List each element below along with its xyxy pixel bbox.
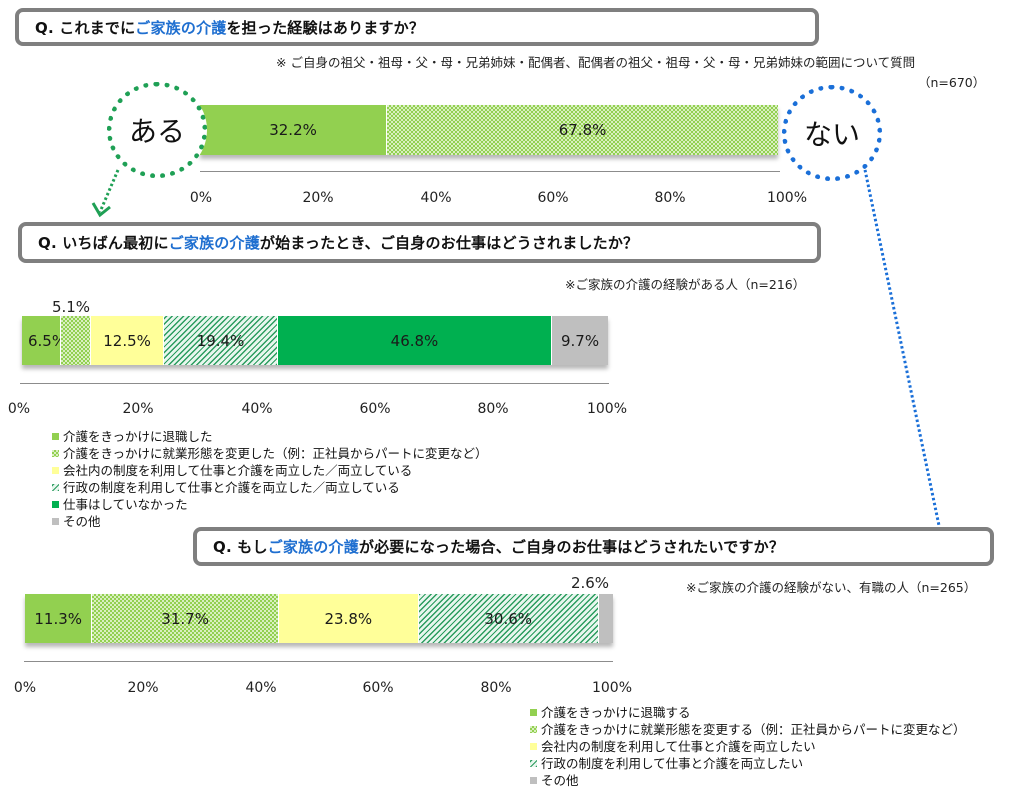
q3-title-box: Q. もし ご家族の介護 が必要になった場合、ご自身のお仕事はどうされたいですか？ [193,527,994,566]
q2-title-box: Q. いちばん最初に ご家族の介護 が始まったとき、ご自身のお仕事はどうされましたか… [18,222,821,263]
q2-legend-item: 介護をきっかけに退職した [52,428,488,445]
q1-scope-note: ※ ご自身の祖父・祖母・父・母・兄弟姉妹・配偶者、配偶者の祖父・祖母・父・母・兄… [276,55,916,70]
q1-title-suffix: を担った経験はありますか？ [226,18,425,37]
legend-label: 行政の制度を利用して仕事と介護を両立したい [541,756,804,771]
q2-label-5-1: 5.1% [51,298,91,316]
q2-legend-item: 介護をきっかけに就業形態を変更した（例：正社員からパートに変更など） [52,445,488,462]
legend-label: 会社内の制度を利用して仕事と介護を両立した／両立している [63,463,413,478]
legend-swatch-icon [530,743,537,750]
legend-label: その他 [541,773,579,788]
q1-tick-20: 20% [302,190,334,206]
q1-tick-0: 0% [189,190,213,206]
q2-sample-note: ※ご家族の介護の経験がある人（n=216） [565,277,806,292]
q3-legend: 介護をきっかけに退職する 介護をきっかけに就業形態を変更する（例：正社員からパー… [530,704,966,789]
q3-title-highlight: ご家族の介護 [267,538,359,556]
q1-segment-yes: 32.2% [200,105,387,155]
yes-label: ある [128,115,185,148]
q1-title-highlight: ご家族の介護 [135,18,227,37]
q1-tick-60: 60% [537,190,569,206]
q3-legend-item: 会社内の制度を利用して仕事と介護を両立したい [530,738,966,755]
q2-legend-item: その他 [52,513,488,530]
green-arrow-line [98,169,120,213]
q2-tick-40: 40% [241,401,273,417]
legend-label: 仕事はしていなかった [63,497,188,512]
q2-title-highlight: ご家族の介護 [168,234,260,252]
q2-tick-100: 100% [586,401,628,417]
q2-tick-60: 60% [359,401,391,417]
q1-sample-size: （n=670） [918,75,986,90]
q3-axis-line [24,661,613,662]
q3-legend-item: 介護をきっかけに退職する [530,704,966,721]
legend-label: その他 [63,514,101,529]
legend-swatch-icon [52,467,59,474]
yes-circle: ある [107,82,207,178]
q1-axis-line [200,171,780,172]
legend-label: 介護をきっかけに就業形態を変更する（例：正社員からパートに変更など） [541,722,966,737]
legend-swatch-icon [52,484,59,491]
q2-segment-retired: 6.5% [22,316,66,365]
q1-stacked-bar: 32.2% 67.8% [200,105,778,155]
q2-legend: 介護をきっかけに退職した 介護をきっかけに就業形態を変更した（例：正社員からパー… [52,428,488,530]
q3-segment-company-system: 23.8% [277,594,418,643]
legend-swatch-icon [530,777,537,784]
q1-tick-100: 100% [766,190,808,206]
legend-swatch-icon [52,450,59,457]
q3-tick-100: 100% [591,680,633,696]
q3-tick-0: 0% [13,680,37,696]
q1-title-prefix: Q. これまでに [35,18,136,37]
legend-label: 介護をきっかけに就業形態を変更した（例：正社員からパートに変更など） [63,446,488,461]
q3-segment-gov-system: 30.6% [417,594,598,643]
legend-swatch-icon [52,433,59,440]
legend-label: 介護をきっかけに退職する [541,705,691,720]
q1-tick-80: 80% [654,190,686,206]
q2-segment-not-working: 46.8% [276,316,552,365]
legend-label: 会社内の制度を利用して仕事と介護を両立したい [541,739,816,754]
q3-title-prefix: Q. もし [213,538,268,556]
q2-label-6-5: 6.5% [27,331,67,350]
q3-legend-item: 介護をきっかけに就業形態を変更する（例：正社員からパートに変更など） [530,721,966,738]
q3-tick-80: 80% [480,680,512,696]
q3-segment-other [597,594,613,643]
q2-tick-0: 0% [7,401,31,417]
q2-stacked-bar: 6.5% 12.5% 19.4% 46.8% 9.7% [22,316,608,365]
q1-title-box: Q. これまでに ご家族の介護 を担った経験はありますか？ [15,8,819,46]
q3-segment-change-form: 31.7% [91,594,278,643]
legend-swatch-icon [530,760,537,767]
q2-segment-gov-system: 19.4% [163,316,277,365]
q3-sample-note: ※ご家族の介護の経験がない、有職の人（n=265） [686,580,977,595]
q2-axis-line [20,383,609,384]
q3-tick-40: 40% [245,680,277,696]
green-arrow-head-icon [91,202,111,218]
legend-label: 介護をきっかけに退職した [63,429,213,444]
q2-segment-changed-form [60,316,90,365]
q2-legend-item: 行政の制度を利用して仕事と介護を両立した／両立している [52,479,488,496]
q3-legend-item: 行政の制度を利用して仕事と介護を両立したい [530,755,966,772]
no-label: ない [803,118,860,151]
q3-label-2-6: 2.6% [570,574,610,592]
legend-swatch-icon [52,518,59,525]
q1-segment-no: 67.8% [386,105,778,155]
q1-tick-40: 40% [420,190,452,206]
q2-segment-other: 9.7% [551,316,608,365]
q3-tick-60: 60% [362,680,394,696]
no-circle: ない [782,85,882,181]
legend-swatch-icon [530,726,537,733]
q2-segment-company-system: 12.5% [89,316,164,365]
q3-legend-item: その他 [530,772,966,789]
legend-swatch-icon [52,501,59,508]
q3-title-suffix: が必要になった場合、ご自身のお仕事はどうされたいですか？ [358,538,785,556]
legend-label: 行政の制度を利用して仕事と介護を両立した／両立している [63,480,400,495]
q3-tick-20: 20% [127,680,159,696]
q2-tick-80: 80% [477,401,509,417]
q2-tick-20: 20% [122,401,154,417]
q2-title-prefix: Q. いちばん最初に [38,234,169,252]
q3-stacked-bar: 11.3% 31.7% 23.8% 30.6% [25,594,613,643]
q3-segment-retire: 11.3% [25,594,92,643]
q2-legend-item: 仕事はしていなかった [52,496,488,513]
q2-title-suffix: が始まったとき、ご自身のお仕事はどうされましたか？ [259,234,639,252]
q2-legend-item: 会社内の制度を利用して仕事と介護を両立した／両立している [52,462,488,479]
legend-swatch-icon [530,709,537,716]
blue-arrow-line [862,164,944,541]
